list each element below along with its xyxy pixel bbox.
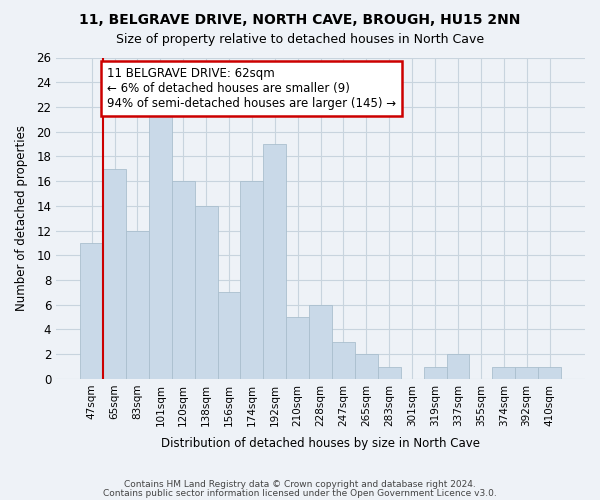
Bar bbox=[126, 230, 149, 379]
Bar bbox=[515, 366, 538, 379]
Bar bbox=[332, 342, 355, 379]
Bar bbox=[309, 304, 332, 379]
Bar bbox=[492, 366, 515, 379]
Bar bbox=[194, 206, 218, 379]
Bar bbox=[424, 366, 446, 379]
Text: Contains public sector information licensed under the Open Government Licence v3: Contains public sector information licen… bbox=[103, 488, 497, 498]
Y-axis label: Number of detached properties: Number of detached properties bbox=[15, 125, 28, 311]
Text: Contains HM Land Registry data © Crown copyright and database right 2024.: Contains HM Land Registry data © Crown c… bbox=[124, 480, 476, 489]
Text: Size of property relative to detached houses in North Cave: Size of property relative to detached ho… bbox=[116, 32, 484, 46]
Bar bbox=[241, 181, 263, 379]
Text: 11, BELGRAVE DRIVE, NORTH CAVE, BROUGH, HU15 2NN: 11, BELGRAVE DRIVE, NORTH CAVE, BROUGH, … bbox=[79, 12, 521, 26]
Bar bbox=[80, 243, 103, 379]
Bar bbox=[218, 292, 241, 379]
Bar bbox=[446, 354, 469, 379]
Bar bbox=[103, 169, 126, 379]
Bar bbox=[538, 366, 561, 379]
Bar bbox=[172, 181, 194, 379]
X-axis label: Distribution of detached houses by size in North Cave: Distribution of detached houses by size … bbox=[161, 437, 480, 450]
Bar bbox=[263, 144, 286, 379]
Bar bbox=[286, 317, 309, 379]
Text: 11 BELGRAVE DRIVE: 62sqm
← 6% of detached houses are smaller (9)
94% of semi-det: 11 BELGRAVE DRIVE: 62sqm ← 6% of detache… bbox=[107, 68, 395, 110]
Bar bbox=[355, 354, 378, 379]
Bar bbox=[378, 366, 401, 379]
Bar bbox=[149, 107, 172, 379]
